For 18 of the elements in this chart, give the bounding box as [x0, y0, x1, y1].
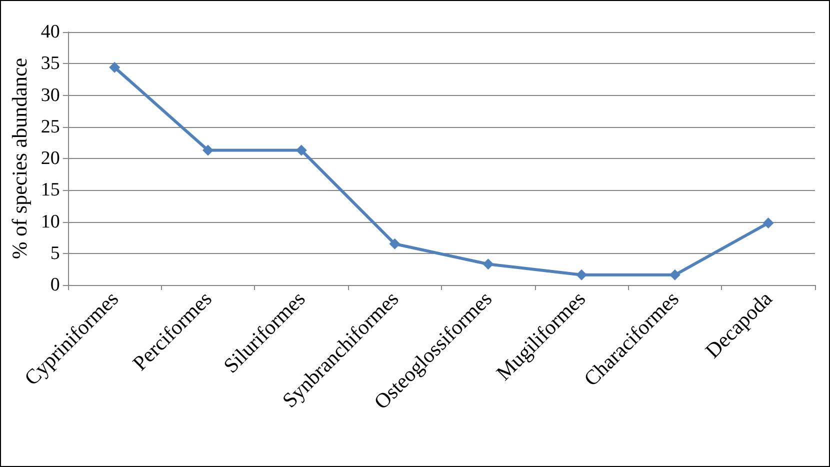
point: [389, 238, 400, 250]
y-tick-label: 5: [50, 242, 60, 264]
y-tick-label: 40: [40, 22, 60, 42]
y-axis-title: % of species abundance: [8, 58, 32, 260]
y-tick-label: 0: [50, 274, 60, 296]
y-tick-label: 35: [40, 53, 60, 74]
point: [296, 144, 307, 156]
y-tick-label: 15: [40, 180, 60, 201]
point: [109, 62, 120, 73]
y-tick-label: 25: [40, 116, 60, 138]
y-tick-label: 10: [40, 211, 60, 232]
point: [669, 269, 680, 280]
point: [576, 269, 588, 280]
point: [202, 144, 214, 156]
y-tick-label: 20: [40, 148, 60, 169]
point: [762, 218, 774, 229]
point: [482, 258, 494, 270]
y-tick-label: 30: [40, 84, 60, 106]
